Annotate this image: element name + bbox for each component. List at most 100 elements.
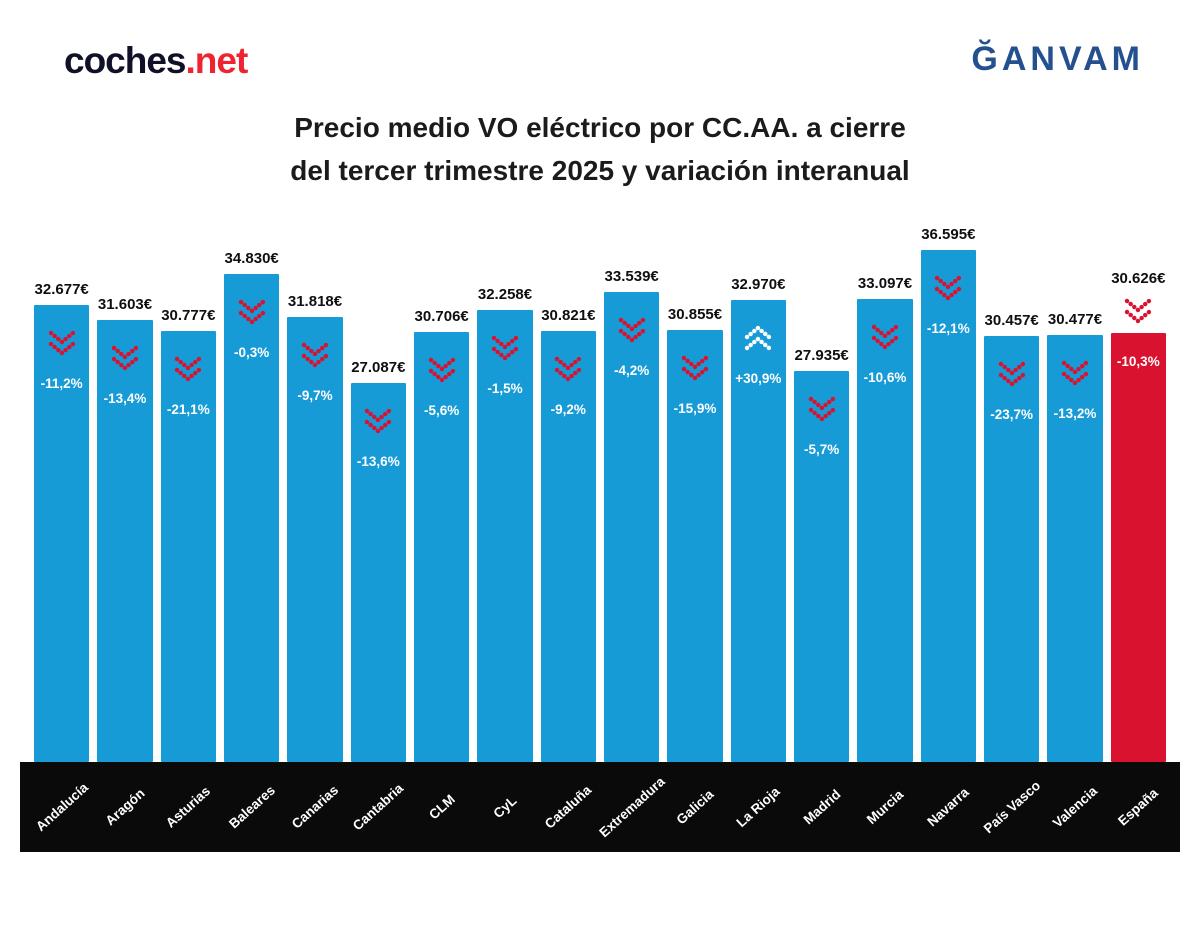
bar-price-label-galicia: 30.855€	[667, 306, 723, 323]
chart-title: Precio medio VO eléctrico por CC.AA. a c…	[0, 106, 1200, 193]
bar-navarra	[920, 250, 976, 762]
bar-change-label-aragón: -13,4%	[103, 391, 147, 406]
bar-change-label-valencia: -13,2%	[1053, 406, 1097, 421]
x-axis-label-extremadura: Extremadura	[595, 773, 668, 841]
bar-change-label-navarra: -12,1%	[926, 321, 970, 336]
x-axis-label-cantabria: Cantabria	[350, 780, 407, 834]
header: coches.net ĞANVAM	[64, 40, 1144, 82]
bar-canarias	[287, 317, 343, 762]
bar-change-label-españa: -10,3%	[1116, 354, 1160, 369]
bar-change-label-galicia: -15,9%	[673, 401, 717, 416]
arrow-down-icon-galicia	[663, 355, 726, 382]
arrow-down-icon-murcia	[853, 324, 916, 351]
bar-change-label-murcia: -10,6%	[863, 370, 907, 385]
bar-change-label-clm: -5,6%	[424, 403, 460, 418]
bar-españa	[1110, 333, 1166, 762]
chart-title-line2: del tercer trimestre 2025 y variación in…	[290, 155, 910, 187]
x-axis-label-españa: España	[1115, 785, 1162, 829]
coches-logo-dot: .	[185, 40, 196, 81]
arrow-down-icon-extremadura	[600, 317, 663, 344]
bar-price-label-la-rioja: 32.970€	[731, 276, 786, 293]
arrow-down-icon-aragón	[93, 345, 156, 372]
x-axis-label-cataluña: Cataluña	[542, 782, 595, 832]
x-axis-label-navarra: Navarra	[924, 784, 973, 830]
x-axis-label-madrid: Madrid	[800, 786, 844, 828]
bar-price-label-españa: 30.626€	[1111, 270, 1166, 287]
bar-asturias	[160, 331, 216, 762]
bar-change-label-la-rioja: +30,9%	[735, 371, 782, 386]
bar-cyl	[477, 310, 533, 762]
bar-change-label-madrid: -5,7%	[804, 442, 840, 457]
arrow-down-icon-navarra	[917, 275, 980, 302]
bar-change-label-baleares: -0,3%	[234, 345, 270, 360]
arrow-down-icon-valencia	[1043, 360, 1106, 387]
arrow-down-icon-cataluña	[537, 356, 600, 383]
bar-price-label-extremadura: 33.539€	[604, 268, 659, 285]
bar-chart: 32.677€ -11,2% 31.603€ -13,4% 30.777€ -21,1% 3…	[30, 210, 1170, 762]
bar-price-label-andalucía: 32.677€	[34, 281, 89, 298]
bar-change-label-canarias: -9,7%	[297, 388, 333, 403]
ganvam-logo: ĞANVAM	[971, 40, 1144, 78]
x-axis-label-valencia: Valencia	[1049, 783, 1101, 831]
coches-logo-dark-part: coches	[64, 40, 187, 81]
bar-price-label-clm: 30.706€	[414, 308, 469, 325]
bar-price-label-aragón: 31.603€	[97, 296, 153, 313]
arrow-down-icon-cantabria	[347, 408, 410, 435]
bar-aragón	[97, 320, 153, 762]
bar-la-rioja	[730, 300, 786, 762]
arrow-down-icon-andalucía	[30, 330, 93, 357]
x-axis-label-canarias: Canarias	[288, 782, 342, 832]
bar-clm	[414, 332, 470, 762]
bar-price-label-asturias: 30.777€	[161, 307, 216, 324]
bar-valencia	[1047, 335, 1103, 762]
bar-price-label-canarias: 31.818€	[287, 293, 343, 310]
bar-baleares	[224, 274, 280, 762]
arrow-down-icon-cyl	[473, 335, 536, 362]
bar-price-label-cantabria: 27.087€	[351, 359, 406, 376]
bar-price-label-cyl: 32.258€	[477, 286, 533, 303]
bar-extremadura	[604, 292, 660, 762]
bar-cataluña	[540, 331, 596, 762]
bar-price-label-madrid: 27.935€	[794, 347, 849, 364]
bar-change-label-asturias: -21,1%	[166, 402, 210, 417]
bar-change-label-andalucía: -11,2%	[40, 376, 83, 391]
x-axis-label-galicia: Galicia	[673, 786, 717, 828]
bar-cantabria	[350, 383, 406, 762]
bar-price-label-baleares: 34.830€	[224, 250, 279, 267]
bar-change-label-país-vasco: -23,7%	[990, 407, 1034, 422]
bar-change-label-extremadura: -4,2%	[614, 363, 650, 378]
arrow-down-icon-asturias	[157, 356, 220, 383]
arrow-down-icon-madrid	[790, 396, 853, 423]
arrow-down-icon-baleares	[220, 299, 283, 326]
bar-change-label-cyl: -1,5%	[487, 381, 523, 396]
bar-país-vasco	[984, 336, 1040, 762]
bar-price-label-valencia: 30.477€	[1047, 311, 1103, 328]
x-axis-label-asturias: Asturias	[163, 783, 214, 831]
bar-change-label-cantabria: -13,6%	[356, 454, 400, 469]
bar-change-label-cataluña: -9,2%	[550, 402, 586, 417]
bar-galicia	[667, 330, 723, 762]
bar-andalucía	[34, 305, 90, 762]
bar-madrid	[794, 371, 850, 762]
x-axis-label-la-rioja: La Rioja	[733, 783, 783, 831]
arrow-up-icon-la-rioja	[727, 325, 790, 352]
bar-price-label-cataluña: 30.821€	[541, 307, 596, 324]
chart-title-line1: Precio medio VO eléctrico por CC.AA. a c…	[294, 112, 906, 143]
bar-price-label-murcia: 33.097€	[857, 275, 913, 292]
coches-net-logo: coches.net	[64, 40, 248, 82]
coches-logo-red-part: net	[194, 40, 248, 81]
bar-price-label-país-vasco: 30.457€	[984, 312, 1039, 329]
bar-price-label-navarra: 36.595€	[921, 226, 976, 243]
arrow-down-icon-clm	[410, 357, 473, 384]
x-axis-label-clm: CLM	[425, 791, 458, 823]
x-axis-label-andalucía: Andalucía	[32, 779, 91, 835]
x-axis-label-cyl: CyL	[490, 792, 520, 822]
bar-murcia	[857, 299, 913, 762]
x-axis-label-aragón: Aragón	[102, 785, 148, 829]
arrow-down-icon-canarias	[283, 342, 346, 369]
x-axis-label-país-vasco: País Vasco	[980, 777, 1043, 837]
x-axis-band: Andalucía Aragón Asturias Baleares Canarias C…	[20, 762, 1180, 852]
x-axis-label-murcia: Murcia	[863, 786, 907, 828]
arrow-down-icon-país-vasco	[980, 361, 1043, 388]
